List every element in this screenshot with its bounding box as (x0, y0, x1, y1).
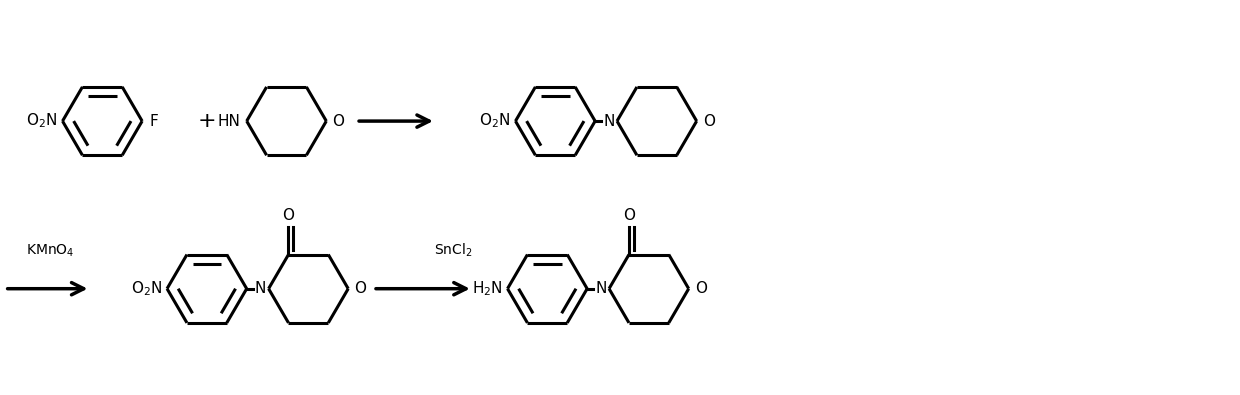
Text: SnCl$_2$: SnCl$_2$ (434, 242, 472, 259)
Text: HN: HN (218, 114, 241, 129)
Text: +: + (197, 111, 216, 131)
Text: N: N (595, 281, 606, 296)
Text: O: O (694, 281, 707, 296)
Text: O$_2$N: O$_2$N (479, 112, 511, 130)
Text: O$_2$N: O$_2$N (26, 112, 57, 130)
Text: O: O (622, 208, 635, 223)
Text: O: O (283, 208, 294, 223)
Text: O$_2$N: O$_2$N (130, 279, 162, 298)
Text: O: O (703, 114, 714, 129)
Text: O: O (355, 281, 366, 296)
Text: N: N (255, 281, 267, 296)
Text: N: N (604, 114, 615, 129)
Text: O: O (332, 114, 345, 129)
Text: H$_2$N: H$_2$N (471, 279, 502, 298)
Text: KMnO$_4$: KMnO$_4$ (26, 243, 74, 259)
Text: F: F (149, 114, 157, 129)
